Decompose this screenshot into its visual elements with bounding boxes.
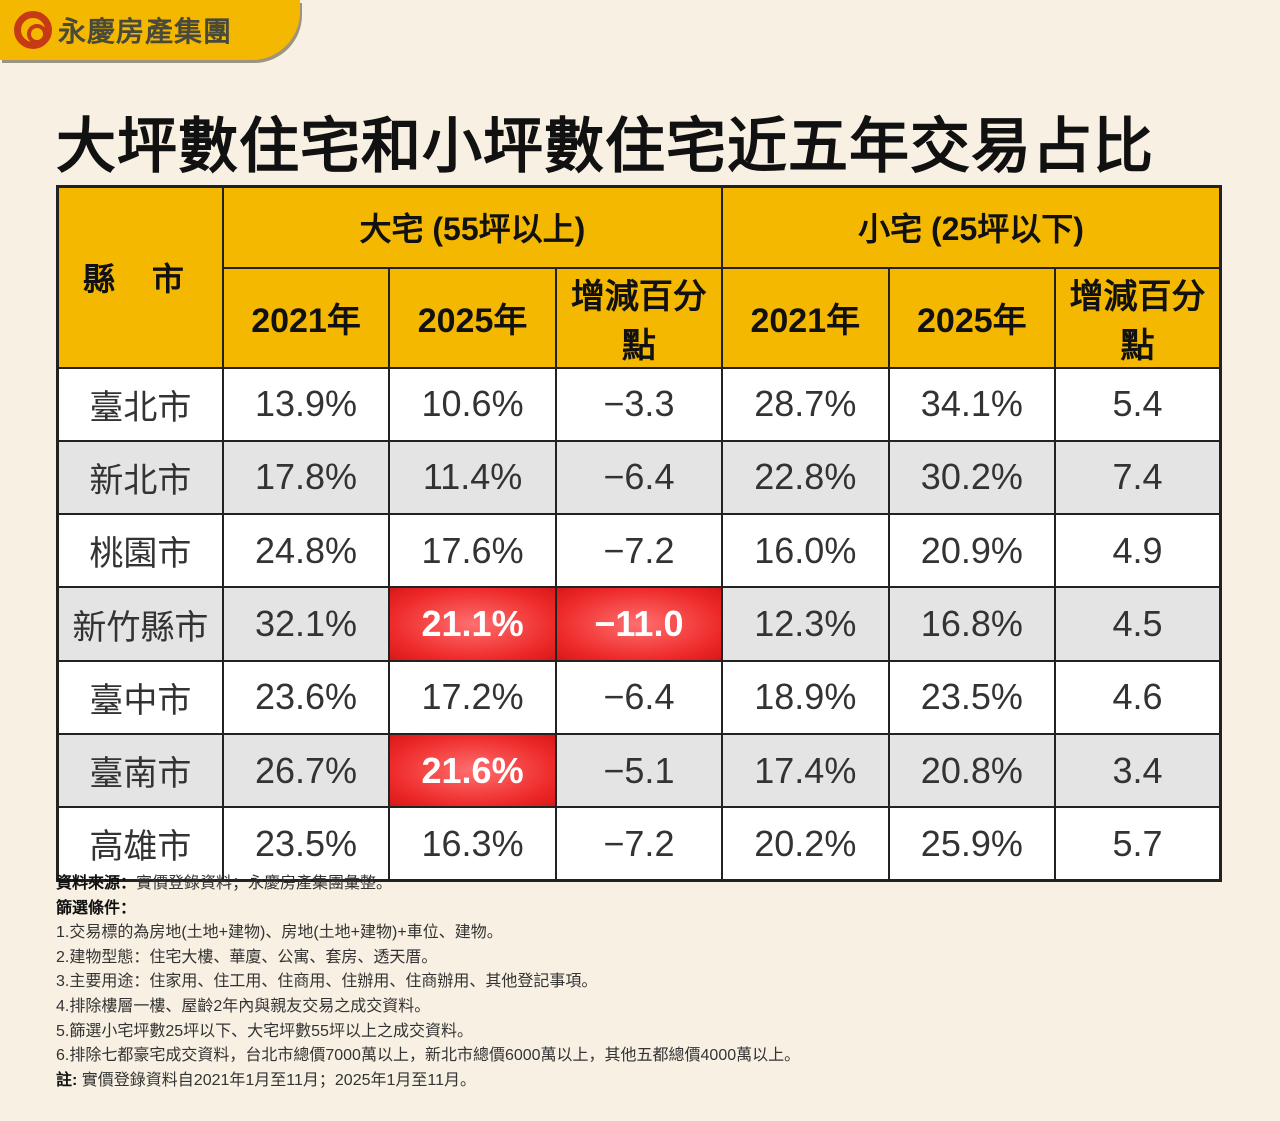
city-cell: 桃園市 — [56, 513, 224, 589]
sub-header: 2025年 — [887, 266, 1057, 369]
value-cell: 24.8% — [221, 513, 391, 589]
highlighted-value-cell: 21.1% — [388, 586, 557, 662]
city-cell: 臺中市 — [56, 659, 224, 735]
value-cell: 26.7% — [221, 732, 391, 809]
brand-logo-icon — [14, 11, 52, 49]
criteria-item: 4.排除樓層一樓、屋齡2年內與親友交易之成交資料。 — [56, 997, 431, 1015]
city-header: 縣 市 — [56, 185, 224, 369]
criteria-label-text: 篩選條件： — [56, 899, 137, 917]
page-title: 大坪數住宅和小坪數住宅近五年交易占比 — [56, 113, 1154, 180]
value-cell: −7.2 — [554, 513, 724, 589]
value-cell: −6.4 — [554, 439, 724, 516]
criteria-item: 5.篩選小宅坪數25坪以下、大宅坪數55坪以上之成交資料。 — [56, 1022, 473, 1040]
value-cell: 16.0% — [721, 513, 890, 589]
sub-header: 增減百分點 — [554, 266, 724, 369]
footnotes: 資料來源：實價登錄資料；永慶房產集團彙整。 篩選條件： 1.交易標的為房地(土地… — [56, 872, 800, 1093]
criteria-item: 1.交易標的為房地(土地+建物)、房地(土地+建物)+車位、建物。 — [56, 924, 503, 942]
sub-header: 增減百分點 — [1054, 266, 1222, 369]
sub-header: 2025年 — [388, 266, 557, 369]
value-cell: 16.8% — [887, 586, 1057, 662]
criteria-item: 6.排除七都豪宅成交資料，台北市總價7000萬以上，新北市總價6000萬以上，其… — [56, 1047, 801, 1065]
source-note: 資料來源：實價登錄資料；永慶房產集團彙整。 — [56, 872, 800, 897]
value-cell: 10.6% — [388, 366, 557, 442]
value-cell: 17.6% — [388, 513, 557, 589]
value-cell: 5.7 — [1054, 806, 1222, 882]
remark-text: 實價登錄資料自2021年1月至11月；2025年1月至11月。 — [77, 1071, 476, 1089]
value-cell: 4.6 — [1054, 659, 1222, 735]
table-row: 桃園市 24.8% 17.6% −7.2 16.0% 20.9% 4.9 — [56, 513, 1222, 589]
value-cell: 25.9% — [887, 806, 1057, 882]
value-cell: 23.5% — [887, 659, 1057, 735]
remark-label: 註: — [56, 1071, 78, 1089]
value-cell: 28.7% — [721, 366, 890, 442]
city-cell: 臺南市 — [56, 732, 224, 809]
city-cell: 高雄市 — [56, 806, 224, 882]
value-cell: 4.5 — [1054, 586, 1222, 662]
value-cell: −3.3 — [554, 366, 724, 442]
value-cell: 11.4% — [388, 439, 557, 516]
value-cell: 30.2% — [887, 439, 1057, 516]
value-cell: 13.9% — [221, 366, 391, 442]
value-cell: 3.4 — [1054, 732, 1222, 809]
value-cell: 5.4 — [1054, 366, 1222, 442]
highlighted-value-cell: −11.0 — [554, 586, 724, 662]
table-row: 臺南市 26.7% 21.6% −5.1 17.4% 20.8% 3.4 — [56, 732, 1222, 809]
value-cell: 22.8% — [721, 439, 890, 516]
source-label: 資料來源： — [56, 875, 137, 892]
city-cell: 新北市 — [56, 439, 224, 516]
value-cell: −5.1 — [554, 732, 724, 809]
value-cell: 34.1% — [887, 366, 1057, 442]
criteria-item: 2.建物型態：住宅大樓、華廈、公寓、套房、透天厝。 — [56, 948, 438, 966]
city-cell: 新竹縣市 — [56, 586, 224, 662]
table-row: 臺中市 23.6% 17.2% −6.4 18.9% 23.5% 4.6 — [56, 659, 1222, 735]
value-cell: 23.6% — [221, 659, 391, 735]
value-cell: −6.4 — [554, 659, 724, 735]
data-table: 縣 市 大宅 (55坪以上) 小宅 (25坪以下) 2021年 2025年 增減百分… — [56, 185, 1222, 883]
remark-note: 註: 實價登錄資料自2021年1月至11月；2025年1月至11月。 — [56, 1069, 800, 1094]
value-cell: 20.2% — [721, 806, 890, 882]
sub-header: 2021年 — [221, 266, 391, 369]
brand-name: 永慶房產集團 — [58, 16, 233, 47]
value-cell: −7.2 — [554, 806, 724, 882]
value-cell: 16.3% — [388, 806, 557, 882]
value-cell: 18.9% — [721, 659, 890, 735]
group-header-large: 大宅 (55坪以上) — [221, 185, 724, 269]
value-cell: 4.9 — [1054, 513, 1222, 589]
highlighted-value-cell: 21.6% — [388, 732, 557, 809]
table-row: 臺北市 13.9% 10.6% −3.3 28.7% 34.1% 5.4 — [56, 366, 1222, 442]
table-row: 新北市 17.8% 11.4% −6.4 22.8% 30.2% 7.4 — [56, 439, 1222, 516]
value-cell: 7.4 — [1054, 439, 1222, 516]
group-header-small: 小宅 (25坪以下) — [721, 185, 1222, 269]
value-cell: 20.8% — [887, 732, 1057, 809]
sub-header: 2021年 — [721, 266, 890, 369]
brand-logo: 永慶房產集團 — [0, 0, 300, 60]
source-text: 實價登錄資料；永慶房產集團彙整。 — [136, 875, 393, 892]
value-cell: 17.8% — [221, 439, 391, 516]
city-cell: 臺北市 — [56, 366, 224, 442]
value-cell: 32.1% — [221, 586, 391, 662]
value-cell: 23.5% — [221, 806, 391, 882]
criteria-item: 3.主要用途：住家用、住工用、住商用、住辦用、住商辦用、其他登記事項。 — [56, 973, 598, 991]
table-row: 新竹縣市 32.1% 21.1% −11.0 12.3% 16.8% 4.5 — [56, 586, 1222, 662]
value-cell: 12.3% — [721, 586, 890, 662]
value-cell: 17.4% — [721, 732, 890, 809]
value-cell: 17.2% — [388, 659, 557, 735]
value-cell: 20.9% — [887, 513, 1057, 589]
criteria-label: 篩選條件： — [56, 897, 800, 922]
table-row: 高雄市 23.5% 16.3% −7.2 20.2% 25.9% 5.7 — [56, 806, 1222, 882]
